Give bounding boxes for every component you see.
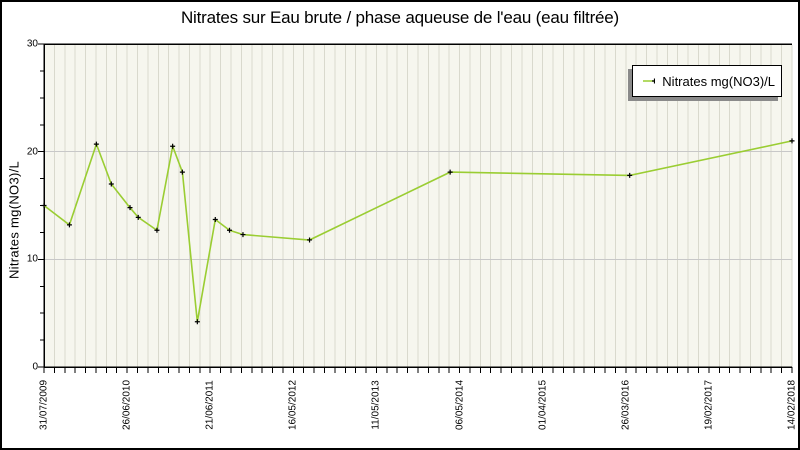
data-point-marker [127, 205, 133, 211]
data-point-marker [194, 319, 200, 325]
data-point-marker [447, 169, 453, 175]
legend-plus-marker-icon [652, 78, 656, 84]
chart-title: Nitrates sur Eau brute / phase aqueuse d… [180, 8, 620, 27]
data-point-marker [108, 181, 114, 187]
data-point-marker [212, 216, 218, 222]
data-point-marker [41, 203, 47, 208]
data-point-marker [93, 141, 99, 147]
y-axis-title: Nitrates mg(NO3)/L [6, 160, 22, 280]
data-point-marker [66, 222, 72, 228]
legend-label: Nitrates mg(NO3)/L [662, 73, 775, 89]
data-point-marker [154, 227, 160, 233]
data-point-marker [240, 232, 246, 238]
data-point-marker [179, 169, 185, 175]
data-point-marker [227, 227, 233, 233]
legend-series-marker-icon [643, 78, 656, 84]
data-point-marker [307, 237, 313, 243]
legend-box: Nitrates mg(NO3)/L [632, 65, 782, 97]
data-point-marker [627, 172, 633, 178]
data-point-marker [170, 143, 176, 149]
data-point-marker [135, 214, 141, 220]
data-point-marker [789, 138, 795, 144]
